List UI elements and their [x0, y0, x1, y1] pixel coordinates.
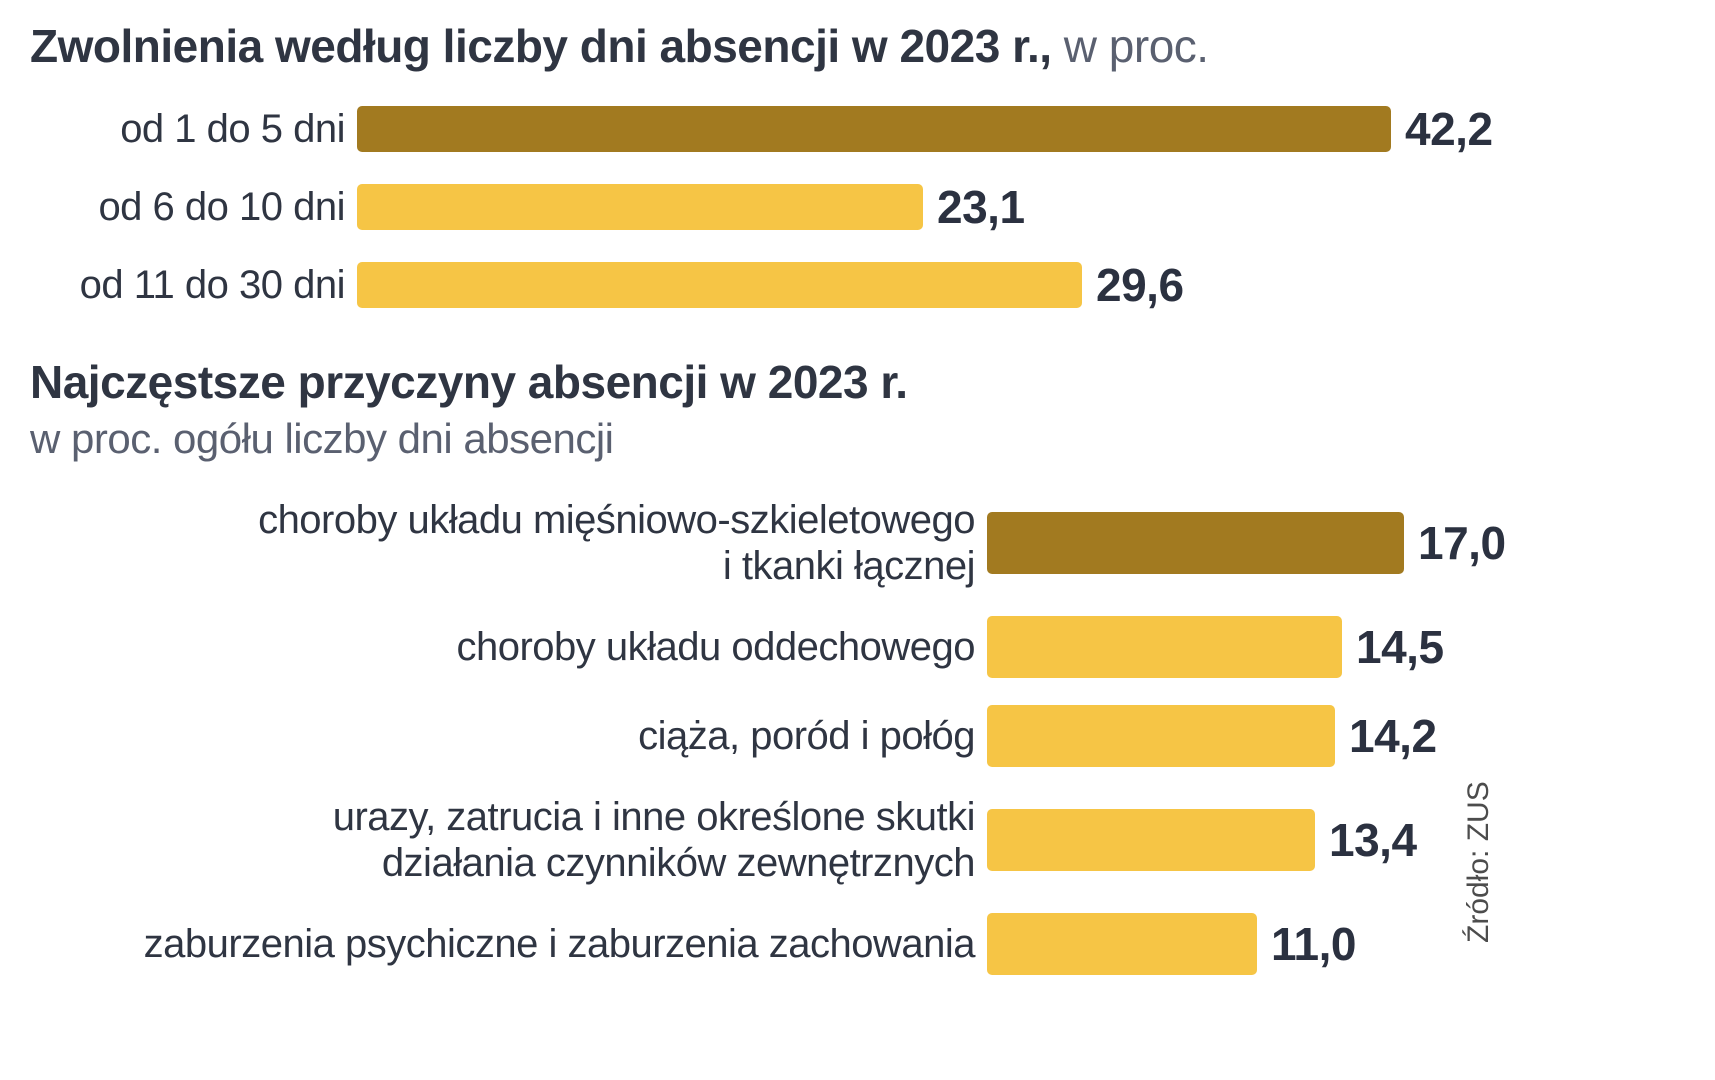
- chart-title: Zwolnienia według liczby dni absencji w …: [30, 18, 1715, 76]
- bar: [987, 705, 1335, 767]
- category-label: choroby układu mięśniowo-szkieletowego i…: [258, 498, 975, 588]
- bar-row: zaburzenia psychiczne i zaburzenia zacho…: [30, 913, 1715, 975]
- category-label: choroby układu oddechowego: [456, 625, 975, 669]
- value-label: 14,5: [1356, 621, 1444, 673]
- value-label: 42,2: [1405, 102, 1493, 155]
- bar: [357, 105, 1391, 152]
- bar-row: ciąża, poród i połóg 14,2: [30, 705, 1715, 767]
- bar-row: choroby układu oddechowego 14,5: [30, 616, 1715, 678]
- chart-title-main: Zwolnienia według liczby dni absencji w …: [30, 20, 1052, 72]
- value-label: 13,4: [1329, 814, 1417, 866]
- bar: [357, 261, 1082, 308]
- chart-title: Najczęstsze przyczyny absencji w 2023 r.: [30, 355, 908, 408]
- bar: [987, 809, 1315, 871]
- source-note: Źródło: ZUS: [1462, 781, 1495, 943]
- category-label: od 6 do 10 dni: [98, 184, 345, 229]
- bar-row: od 1 do 5 dni 42,2: [30, 102, 1715, 156]
- bar: [987, 512, 1404, 574]
- category-label: ciąża, poród i połóg: [638, 714, 975, 758]
- value-label: 17,0: [1418, 517, 1506, 569]
- bar-rows: choroby układu mięśniowo-szkieletowego i…: [30, 497, 1715, 975]
- category-label: od 1 do 5 dni: [120, 106, 345, 151]
- bar-row: od 11 do 30 dni 29,6: [30, 258, 1715, 312]
- value-label: 23,1: [937, 180, 1025, 233]
- bar-row: urazy, zatrucia i inne określone skutki …: [30, 794, 1715, 886]
- chart-title-suffix: w proc.: [1051, 20, 1209, 72]
- value-label: 14,2: [1349, 710, 1437, 762]
- bar-row: choroby układu mięśniowo-szkieletowego i…: [30, 497, 1715, 589]
- bar: [357, 183, 923, 230]
- category-label: od 11 do 30 dni: [79, 262, 346, 307]
- category-label: urazy, zatrucia i inne określone skutki …: [332, 795, 976, 885]
- chart-subtitle: w proc. ogółu liczby dni absencji: [30, 415, 614, 462]
- value-label: 29,6: [1096, 258, 1184, 311]
- value-label: 11,0: [1271, 918, 1357, 970]
- bar: [987, 913, 1257, 975]
- bar-row: od 6 do 10 dni 23,1: [30, 180, 1715, 234]
- bar-rows: od 1 do 5 dni 42,2 od 6 do 10 dni 23,1 o…: [30, 102, 1715, 312]
- chart-absence-duration: Zwolnienia według liczby dni absencji w …: [30, 18, 1715, 312]
- category-label: zaburzenia psychiczne i zaburzenia zacho…: [143, 922, 976, 966]
- chart-absence-causes: Najczęstsze przyczyny absencji w 2023 r.…: [30, 354, 1715, 975]
- bar: [987, 616, 1342, 678]
